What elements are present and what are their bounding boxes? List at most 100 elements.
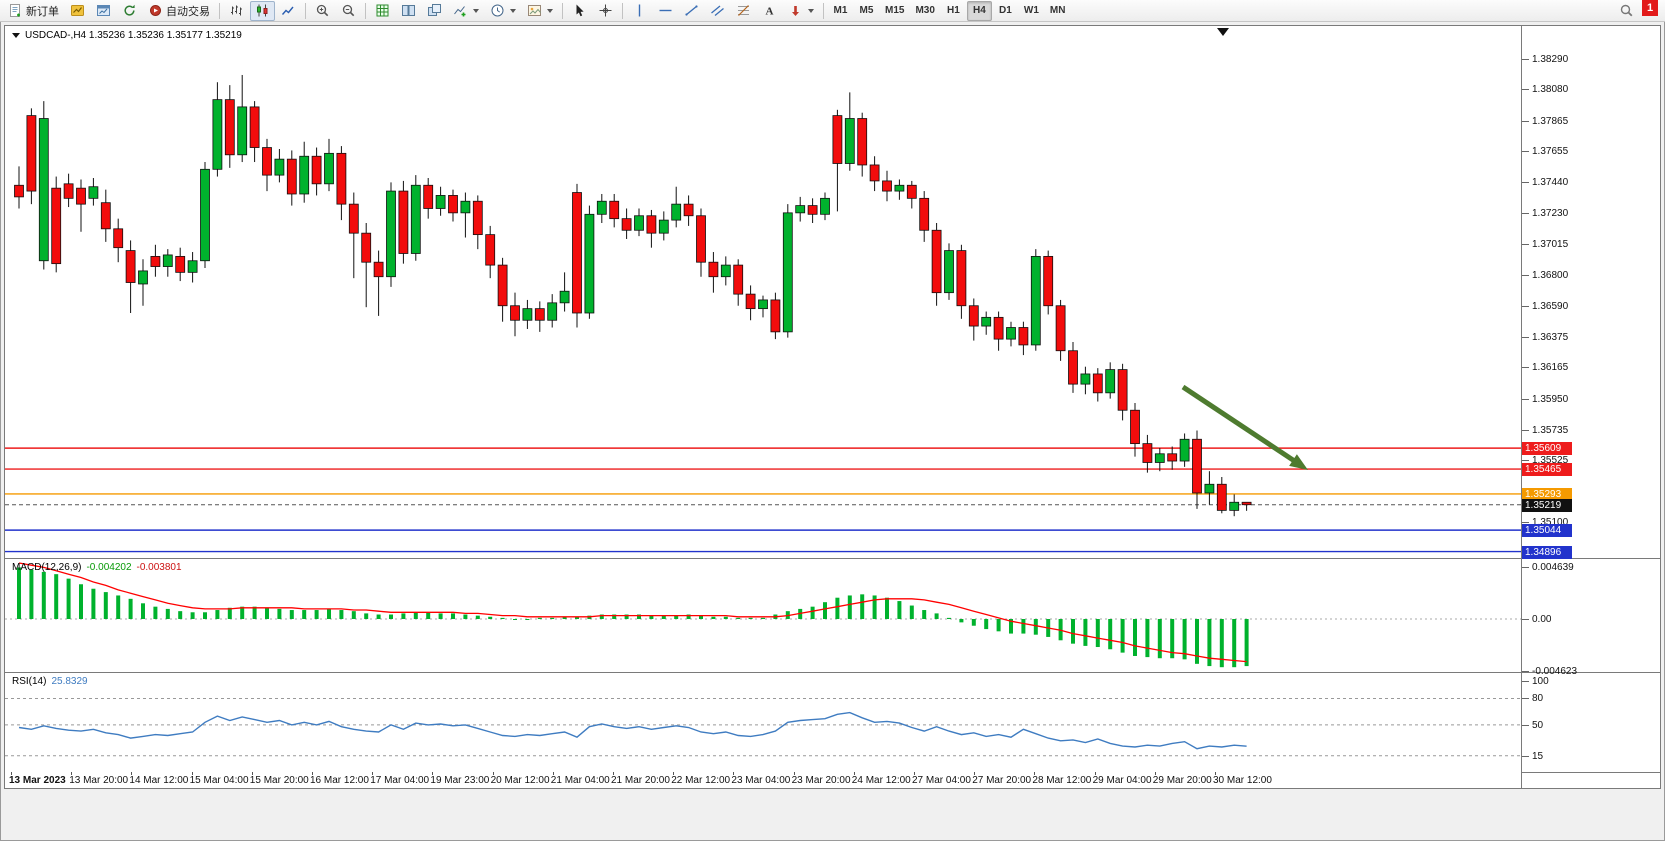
rsi-pane-separator[interactable] <box>5 672 1660 673</box>
fibonacci-tool-button[interactable] <box>731 1 756 21</box>
macd-histogram-bar <box>277 608 282 619</box>
macd-pane-separator[interactable] <box>5 558 1660 559</box>
macd-histogram-bar <box>227 607 232 619</box>
auto-trading-button[interactable]: 自动交易 <box>143 1 215 21</box>
chevron-down-icon <box>547 8 553 13</box>
macd-histogram-bar <box>934 613 939 619</box>
bull-candle <box>237 106 248 156</box>
line-chart-mode-button[interactable] <box>276 1 301 21</box>
timeframe-button-m1[interactable]: M1 <box>828 1 853 21</box>
chart-menu-caret-icon[interactable] <box>12 33 20 38</box>
crosshair-tool-button[interactable] <box>593 1 618 21</box>
refresh-button[interactable] <box>117 1 142 21</box>
indicator-list-button[interactable] <box>370 1 395 21</box>
macd-indicator-label: MACD(12,26,9) -0.004202 -0.003801 <box>12 562 182 573</box>
template-dropdown[interactable] <box>522 1 558 21</box>
timeframe-button-mn[interactable]: MN <box>1045 1 1071 21</box>
zoom-in-button[interactable] <box>310 1 335 21</box>
horizontal-line-tool-button[interactable] <box>653 1 678 21</box>
new-chart-button[interactable] <box>65 1 90 21</box>
notification-badge[interactable]: 1 <box>1642 0 1658 16</box>
zoom-out-button[interactable] <box>336 1 361 21</box>
price-pane[interactable] <box>5 26 1521 558</box>
trendline-tool-button[interactable] <box>679 1 704 21</box>
macd-histogram-bar <box>1207 619 1212 667</box>
macd-histogram-bar <box>562 616 567 619</box>
macd-main-value: -0.004202 <box>86 562 132 573</box>
macd-histogram-bar <box>413 612 418 619</box>
time-label: 22 Mar 12:00 <box>671 772 731 786</box>
time-axis[interactable]: 13 Mar 2023 13 Mar 20:00 14 Mar 12:00 15 Ma… <box>5 772 1521 788</box>
macd-histogram-bar <box>575 616 579 619</box>
macd-histogram-bar <box>674 615 679 619</box>
bear-candle <box>125 250 136 283</box>
bar-chart-icon <box>231 5 242 16</box>
macd-histogram-bar <box>897 601 902 619</box>
price-level-badge: 1.35465 <box>1522 463 1572 477</box>
bear-candle <box>485 234 496 266</box>
bear-candle <box>448 195 458 214</box>
price-axis-tick: 1.35735 <box>1521 424 1569 436</box>
macd-histogram-bar <box>649 615 654 619</box>
bull-candle <box>671 203 682 221</box>
tile-windows-button[interactable] <box>396 1 421 21</box>
macd-histogram-bar <box>376 614 381 619</box>
bear-candle <box>696 215 706 263</box>
price-axis-tick: 1.36165 <box>1521 362 1569 374</box>
bear-candle <box>373 261 384 278</box>
macd-histogram-bar <box>289 610 294 619</box>
macd-histogram-bar <box>1120 619 1125 653</box>
period-dropdown[interactable] <box>485 1 521 21</box>
crosshair-icon <box>599 4 612 17</box>
macd-histogram-bar <box>165 608 170 619</box>
cursor-tool-button[interactable] <box>567 1 592 21</box>
time-label: 30 Mar 12:00 <box>1213 772 1272 786</box>
profiles-button[interactable] <box>91 1 116 21</box>
macd-histogram-bar <box>971 619 976 626</box>
trend-arrow[interactable] <box>1181 384 1302 467</box>
time-label: 20 Mar 12:00 <box>490 772 550 786</box>
timeframe-button-m5[interactable]: M5 <box>854 1 879 21</box>
macd-histogram-bar <box>1108 619 1113 650</box>
timeframe-button-h1[interactable]: H1 <box>941 1 966 21</box>
macd-histogram-bar <box>736 617 741 619</box>
timeframe-button-m15[interactable]: M15 <box>880 1 909 21</box>
bear-candle <box>249 106 260 148</box>
bear-candle <box>150 255 161 267</box>
search-button[interactable] <box>1614 1 1639 21</box>
timeframe-button-m30[interactable]: M30 <box>910 1 939 21</box>
timeframe-button-w1[interactable]: W1 <box>1019 1 1044 21</box>
macd-histogram-bar <box>475 615 480 619</box>
chart-shift-marker-icon[interactable] <box>1217 28 1229 36</box>
bear-candle <box>956 250 967 307</box>
vertical-line-tool-button[interactable] <box>627 1 652 21</box>
cascade-windows-button[interactable] <box>422 1 447 21</box>
bear-candle <box>472 200 483 236</box>
bar-chart-mode-button[interactable] <box>224 1 249 21</box>
bull-candle <box>981 316 992 327</box>
macd-histogram-bar <box>959 619 964 623</box>
new-order-button[interactable]: 新订单 <box>3 1 64 21</box>
rsi-pane[interactable] <box>5 672 1521 772</box>
candlestick-mode-button[interactable] <box>250 0 275 21</box>
macd-histogram-bar <box>116 595 121 619</box>
add-indicator-dropdown[interactable] <box>448 1 484 21</box>
bull-candle <box>844 118 855 164</box>
macd-histogram-bar <box>128 598 133 619</box>
timeframe-group: M1 M5 M15 M30 H1 H4 D1 W1 MN <box>828 0 1071 21</box>
text-tool-button[interactable]: A <box>757 1 782 21</box>
timeframe-button-d1[interactable]: D1 <box>993 1 1018 21</box>
chevron-down-icon <box>510 8 516 13</box>
candlestick-icon <box>257 4 268 17</box>
timeframe-button-h4[interactable]: H4 <box>966 0 992 21</box>
macd-histogram-bar <box>1232 619 1237 668</box>
channel-tool-button[interactable] <box>705 1 730 21</box>
price-axis-column[interactable] <box>1521 26 1660 788</box>
bear-candle <box>1142 443 1153 463</box>
price-level-badge: 1.35293 <box>1522 487 1572 501</box>
macd-pane[interactable] <box>5 558 1521 672</box>
chart-window[interactable]: USDCAD-,H4 1.35236 1.35236 1.35177 1.352… <box>4 25 1661 789</box>
arrows-tool-dropdown[interactable] <box>783 1 819 21</box>
bull-candle <box>820 197 830 215</box>
macd-histogram-bar <box>41 571 46 619</box>
